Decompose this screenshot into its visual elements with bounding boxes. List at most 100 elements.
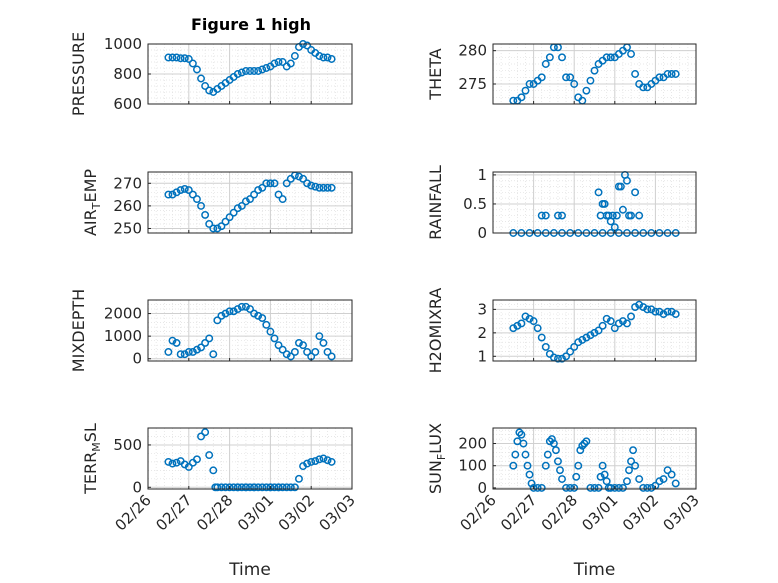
data-point (168, 336, 177, 345)
data-point (543, 450, 552, 459)
data-point (168, 190, 177, 199)
data-point (627, 50, 635, 58)
data-point (307, 457, 316, 466)
data-point (225, 483, 234, 492)
data-point (582, 437, 591, 446)
data-point (602, 53, 611, 62)
data-point (164, 457, 173, 466)
axes-frame (492, 299, 697, 362)
data-point (303, 179, 312, 188)
data-point (168, 53, 177, 62)
data-point (197, 74, 205, 83)
y-axis-label: H2OMIXRA (426, 288, 445, 374)
subplot-pressure: 600 800 1000 PRESSURE (69, 32, 353, 116)
data-point (566, 483, 575, 492)
y-tick-label: 275 (458, 75, 487, 93)
y-axis-label: SUNFLUX (426, 423, 448, 494)
data-point (527, 479, 536, 488)
data-point (274, 58, 283, 66)
data-point (570, 80, 579, 88)
data-point (295, 172, 303, 181)
data-point (667, 70, 676, 78)
data-point (509, 324, 518, 333)
y-axis-label: PRESSURE (69, 32, 88, 116)
data-point (623, 477, 631, 486)
data-point (327, 183, 336, 192)
data-point (517, 319, 526, 328)
data-point (168, 459, 177, 468)
data-point (233, 204, 242, 213)
data-point (205, 334, 214, 343)
data-point (237, 68, 246, 77)
data-point (602, 314, 611, 323)
data-point (319, 454, 328, 463)
data-point (541, 461, 550, 470)
data-point (299, 341, 307, 350)
y-tick-label: 1 (477, 166, 487, 184)
y-tick-label: 800 (113, 65, 142, 83)
data-point (549, 439, 558, 448)
subplot-h2omixra: 1 2 3 H2OMIXRA (426, 288, 697, 374)
data-point (659, 475, 668, 483)
data-point (614, 483, 623, 492)
data-point (180, 184, 189, 193)
data-point (515, 428, 524, 437)
data-point (618, 205, 627, 214)
data-point (323, 456, 332, 465)
axes-frame (147, 299, 353, 362)
data-point (180, 54, 189, 63)
data-point (176, 350, 185, 359)
data-point (627, 457, 635, 466)
data-point (509, 461, 518, 470)
data-point (623, 319, 631, 328)
y-tick-label: 1000 (104, 327, 142, 345)
data-point (616, 182, 625, 191)
y-tick-label: 500 (113, 436, 142, 454)
y-tick-label: 600 (113, 95, 142, 113)
subplot-theta: 275 280 THETA (426, 42, 697, 105)
data-point (596, 472, 605, 481)
data-point (221, 309, 230, 318)
data-point (618, 483, 627, 492)
x-tick-label: 03/03 (316, 491, 359, 534)
data-point (221, 483, 230, 492)
data-point (554, 354, 562, 363)
data-point (241, 67, 250, 75)
y-axis-label: MIXDEPTH (69, 289, 88, 372)
data-point (558, 354, 566, 363)
figure-title: Figure 1 high (191, 15, 311, 34)
y-tick-label: 0.5 (463, 195, 487, 213)
data-point (533, 324, 542, 333)
data-point (262, 483, 271, 492)
data-point (570, 342, 579, 351)
x-axis-label: Time (573, 560, 616, 580)
data-point (541, 60, 550, 68)
data-point (164, 53, 173, 62)
data-point (629, 446, 638, 455)
data-point (600, 200, 609, 208)
x-tick-label: 03/01 (234, 491, 277, 534)
data-point (558, 211, 566, 220)
data-point (327, 352, 336, 361)
data-point (250, 67, 259, 75)
data-point (270, 334, 279, 343)
x-tick-label: 02/28 (193, 491, 236, 534)
data-point (295, 338, 303, 347)
data-point (193, 455, 201, 464)
data-point (290, 483, 299, 492)
data-point (667, 470, 676, 479)
y-tick-label: 0 (132, 350, 142, 368)
data-point (201, 338, 210, 347)
data-point (578, 441, 587, 450)
data-point (582, 86, 591, 95)
data-point (209, 350, 218, 359)
data-point (286, 59, 295, 68)
x-tick-label: 02/27 (497, 491, 540, 534)
data-point (623, 176, 631, 185)
data-point (290, 52, 299, 60)
data-point (282, 350, 291, 359)
data-point (274, 341, 283, 350)
data-point (614, 319, 623, 328)
data-point (598, 461, 607, 470)
data-point (554, 457, 562, 466)
